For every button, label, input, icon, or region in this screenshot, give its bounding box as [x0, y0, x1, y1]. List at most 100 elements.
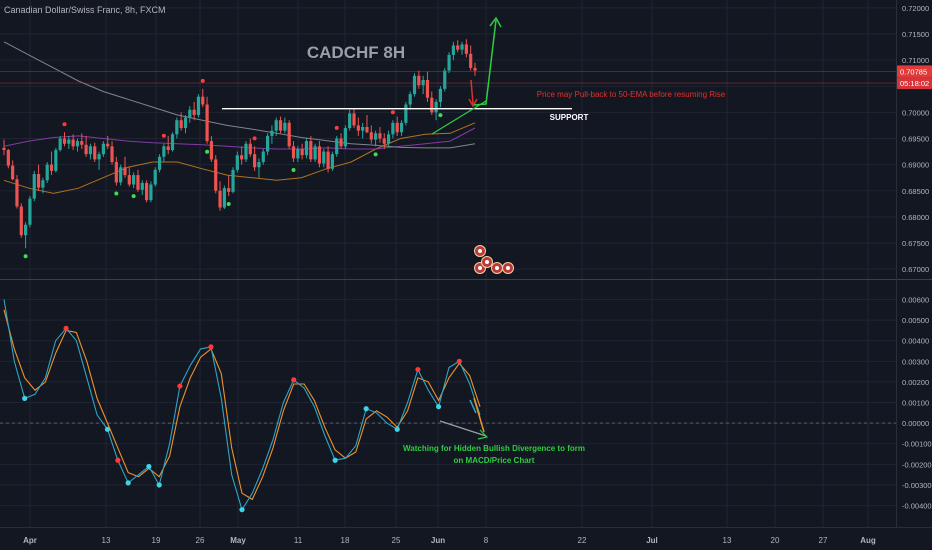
candle-body — [114, 162, 118, 183]
candle-body — [447, 54, 451, 71]
candle-body — [235, 155, 239, 170]
signal-dot — [131, 194, 136, 199]
candle-body — [287, 122, 291, 147]
macd-tick-label: 0.00400 — [902, 337, 929, 346]
candle-body — [421, 79, 425, 86]
candle-body — [192, 109, 196, 115]
chart-title: CADCHF 8H — [307, 43, 405, 62]
candle-body — [464, 44, 468, 54]
candle-body — [88, 146, 93, 155]
candle-body — [110, 146, 114, 163]
candle-body — [28, 198, 32, 225]
x-tick-label: 11 — [294, 536, 303, 545]
candle-body — [49, 164, 54, 171]
price-badge — [897, 65, 932, 78]
macd-cross-marker — [332, 457, 338, 463]
price-badge — [897, 77, 932, 90]
candle-body — [265, 135, 270, 152]
candle-body — [313, 146, 317, 160]
pullback-annotation: Price may Pull-back to 50-EMA before res… — [537, 90, 726, 99]
macd-pane[interactable] — [0, 299, 896, 513]
macd-cross-marker — [22, 395, 28, 402]
x-tick-label: Jul — [646, 536, 658, 545]
candle-body — [296, 148, 300, 159]
x-tick-label: Aug — [860, 536, 876, 545]
candle-body — [166, 146, 170, 150]
price-badge-label: 0.70785 — [900, 67, 927, 76]
ma-line-ma-200 — [3, 41, 476, 149]
candle-body — [278, 120, 283, 131]
candle-body — [253, 154, 257, 168]
candle-body — [19, 206, 23, 236]
x-tick-label: Apr — [23, 536, 37, 545]
candle-body — [136, 175, 140, 190]
candle-body — [408, 94, 412, 105]
x-tick-label: 8 — [484, 536, 489, 545]
candle-body — [106, 143, 110, 147]
candle-body — [395, 122, 399, 133]
candle-body — [41, 180, 45, 188]
rise-arrow-head — [489, 16, 502, 28]
event-icon-dot — [478, 266, 482, 270]
candle-body — [399, 122, 404, 133]
candle-body — [378, 133, 382, 139]
candle-body — [123, 167, 127, 176]
macd-tick-label: -0.00200 — [902, 460, 932, 469]
candle-body — [304, 141, 309, 156]
candle-body — [361, 127, 365, 131]
candle-body — [257, 162, 261, 168]
candle-body — [460, 44, 464, 50]
candle-body — [153, 169, 157, 185]
candle-body — [473, 67, 477, 71]
candle-body — [140, 182, 144, 190]
candle-body — [374, 133, 378, 140]
price-pane[interactable] — [0, 16, 896, 274]
candle-body — [32, 174, 36, 199]
signal-dot — [252, 136, 257, 141]
candle-body — [149, 184, 153, 201]
candle-body — [71, 139, 75, 147]
price-tick-label: 0.69000 — [902, 161, 929, 170]
x-tick-label: 25 — [392, 536, 401, 545]
candle-body — [58, 138, 62, 150]
candle-body — [430, 97, 434, 113]
candle-body — [365, 127, 369, 133]
signal-dot — [226, 201, 231, 206]
macd-tick-label: 0.00500 — [902, 316, 929, 325]
candle-body — [127, 175, 131, 185]
candle-body — [80, 141, 84, 145]
macd-cross-marker — [394, 426, 400, 432]
candle-body — [369, 132, 373, 140]
candle-body — [2, 147, 6, 150]
macd-cross-marker — [456, 358, 462, 364]
candle-body — [343, 128, 347, 147]
candle-body — [231, 169, 235, 192]
candle-body — [270, 130, 274, 136]
candle-body — [188, 109, 192, 118]
candle-body — [469, 53, 473, 68]
macd-cross-marker — [104, 426, 111, 432]
macd-tick-label: -0.00100 — [902, 440, 932, 449]
x-tick-label: 27 — [819, 536, 828, 545]
candle-body — [335, 138, 339, 155]
candle-body — [209, 141, 214, 160]
candle-body — [101, 143, 105, 155]
price-tick-label: 0.67500 — [902, 239, 929, 248]
candle-body — [119, 167, 123, 183]
price-tick-label: 0.71000 — [902, 56, 929, 65]
candle-body — [425, 79, 430, 98]
event-icon-dot — [485, 260, 489, 264]
candle-body — [170, 134, 175, 150]
macd-tick-label: 0.00200 — [902, 378, 929, 387]
support-label: SUPPORT — [550, 113, 589, 122]
candle-body — [443, 70, 447, 89]
candle-body — [62, 138, 67, 144]
candle-body — [97, 154, 101, 160]
macd-cross-marker — [63, 325, 69, 331]
candle-body — [36, 174, 41, 188]
candle-body — [15, 179, 19, 207]
candle-body — [438, 88, 443, 102]
signal-dot — [161, 133, 166, 138]
candle-body — [218, 190, 222, 208]
